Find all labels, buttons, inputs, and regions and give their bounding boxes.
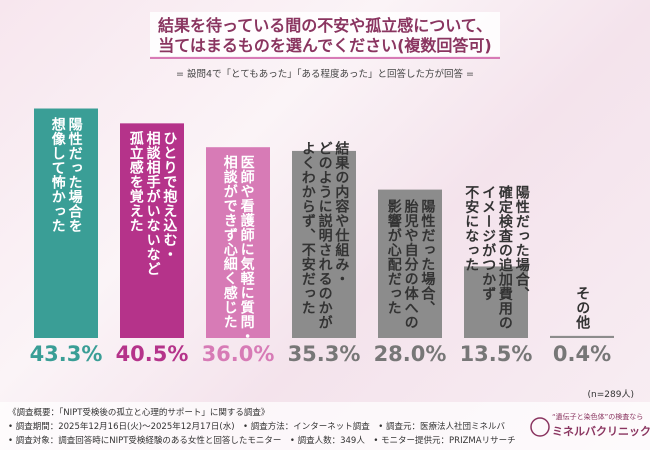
bar xyxy=(550,335,614,338)
category-label: 医師や看護師に気軽に質問・ 相談ができず心細く感じた xyxy=(221,155,255,344)
footnote: • 調査期間：2025年12月16日(火)～2025年12月17日(水) • 調… xyxy=(8,422,505,432)
chart-title: 結果を待っている間の不安や孤立感について、 xyxy=(158,16,492,35)
category-label: 陽性だった場合、 胎児や自分の体への 影響が心配だった xyxy=(385,199,436,330)
category-label: ひとりで抱え込む・ 相談相手がいないなど 孤立感を覚えた xyxy=(127,131,178,277)
value-label: 40.5% xyxy=(115,342,189,366)
bar xyxy=(206,147,270,338)
value-label: 35.3% xyxy=(287,342,361,366)
value-label: 13.5% xyxy=(459,342,533,366)
value-label: 28.0% xyxy=(373,342,447,366)
logo-tagline: “遺伝子と染色体”の検査なら xyxy=(552,413,644,421)
footnote: • 調査対象：調査回答時にNIPT受検経験のある女性と回答したモニター • 調査… xyxy=(8,436,516,446)
bar xyxy=(120,123,184,338)
category-label: 陽性だった場合、 確定検査の追加費用の イメージがつかず 不安になった xyxy=(463,185,530,330)
value-label: 43.3% xyxy=(29,342,103,366)
bar xyxy=(378,189,442,338)
subtitle: = 設問4で「とてもあった」「ある程度あった」と回答した方が回答 = xyxy=(176,69,474,80)
value-label: 0.4% xyxy=(552,342,612,366)
logo-name: ミネルバクリニック xyxy=(552,425,650,438)
bar xyxy=(292,150,356,338)
value-label: 36.0% xyxy=(201,342,275,366)
logo-icon xyxy=(530,417,550,437)
category-label: その他 xyxy=(574,286,591,330)
chart-title: 当てはまるものを選んでください(複数回答可) xyxy=(158,36,492,55)
footnote: 《調査概要：「NIPT受検後の孤立と心理的サポート」に関する調査》 xyxy=(8,408,270,418)
footer-panel xyxy=(0,402,650,450)
title-panel xyxy=(150,12,500,56)
category-label: 陽性だった場合を 想像して怖かった xyxy=(49,116,83,233)
sample-size: (n=289人) xyxy=(587,390,634,400)
bar xyxy=(34,108,98,338)
bar xyxy=(464,266,528,338)
category-label: 結果の内容や仕組み・ どのように説明されるのかが よくわからず、不安だった xyxy=(299,141,350,330)
